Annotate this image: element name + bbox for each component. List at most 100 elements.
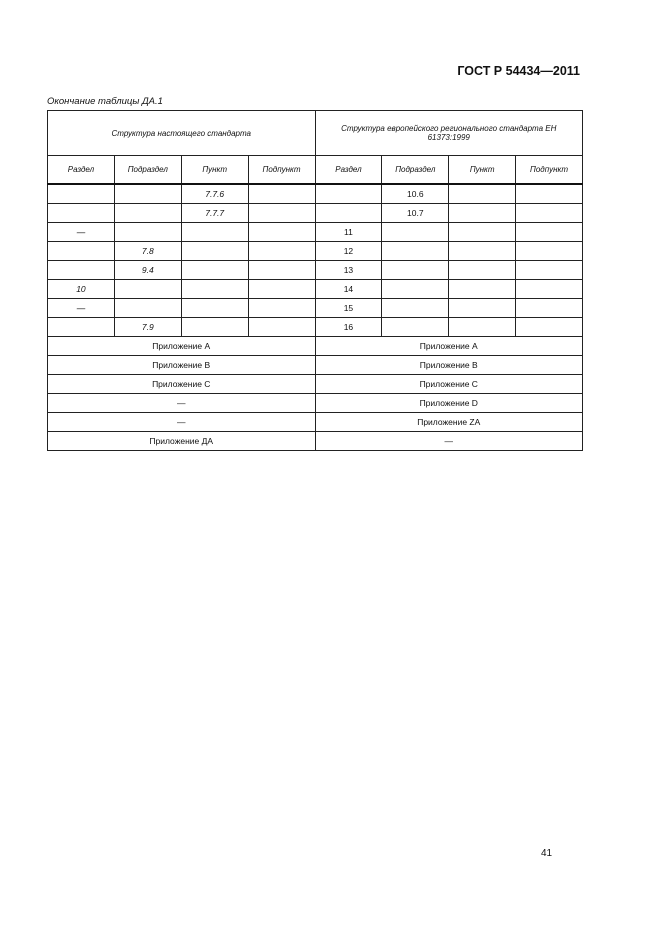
- table-cell: [180, 279, 249, 299]
- table-cell: [113, 183, 182, 204]
- table-cell: [448, 183, 517, 204]
- table-row: — 15: [47, 298, 583, 318]
- table-cell: 16: [314, 317, 383, 337]
- appendix-row: — Приложение ZA: [47, 412, 583, 432]
- table-cell: [448, 222, 517, 242]
- table-cell: [314, 183, 383, 204]
- appendix-cell: Приложение А: [47, 336, 316, 356]
- table-cell: [247, 241, 316, 261]
- appendix-cell: —: [47, 393, 316, 413]
- table-cell: [113, 222, 182, 242]
- appendix-cell: Приложение В: [47, 355, 316, 375]
- group-header-row: Структура настоящего стандарта Структура…: [47, 110, 583, 156]
- table-cell: [381, 298, 450, 318]
- table-cell: 11: [314, 222, 383, 242]
- table-cell: [515, 241, 583, 261]
- table-cell: [247, 279, 316, 299]
- table-cell: [180, 298, 249, 318]
- table-cell: [113, 203, 182, 223]
- table-cell: 10: [47, 279, 115, 299]
- table-cell: [448, 279, 517, 299]
- column-header: Подраздел: [381, 155, 450, 185]
- table-cell: [515, 298, 583, 318]
- table-row: 9.4 13: [47, 260, 583, 280]
- table-cell: [247, 203, 316, 223]
- table-cell: [247, 222, 316, 242]
- table-caption: Окончание таблицы ДА.1: [47, 96, 163, 107]
- table-cell: [314, 203, 383, 223]
- appendix-cell: Приложение В: [314, 355, 583, 375]
- table-cell: [47, 241, 115, 261]
- column-header-row: Раздел Подраздел Пункт Подпункт Раздел Подраз…: [47, 155, 583, 185]
- table-cell: [515, 260, 583, 280]
- table-row: 7.7.7 10.7: [47, 203, 583, 223]
- column-header: Пункт: [448, 155, 517, 185]
- table-row: 7.9 16: [47, 317, 583, 337]
- appendix-row: Приложение А Приложение А: [47, 336, 583, 356]
- appendix-cell: Приложение С: [47, 374, 316, 394]
- table-cell: 9.4: [113, 260, 182, 280]
- table-cell: [381, 241, 450, 261]
- appendix-row: — Приложение D: [47, 393, 583, 413]
- table-cell: [247, 317, 316, 337]
- table-cell: [381, 222, 450, 242]
- table-row: 7.8 12: [47, 241, 583, 261]
- appendix-cell: —: [47, 412, 316, 432]
- table-cell: 13: [314, 260, 383, 280]
- appendix-row: Приложение В Приложение В: [47, 355, 583, 375]
- table-cell: [180, 260, 249, 280]
- group-header-current: Структура настоящего стандарта: [47, 110, 316, 156]
- table-cell: [448, 317, 517, 337]
- table-cell: [113, 279, 182, 299]
- table-cell: [47, 183, 115, 204]
- appendix-cell: —: [314, 431, 583, 451]
- table-cell: 10.7: [381, 203, 450, 223]
- table-cell: 7.8: [113, 241, 182, 261]
- table-cell: [381, 317, 450, 337]
- page-number: 41: [541, 848, 553, 859]
- table-cell: [47, 260, 115, 280]
- table-cell: 7.9: [113, 317, 182, 337]
- table-cell: [448, 203, 517, 223]
- table-cell: [515, 222, 583, 242]
- correspondence-table: Структура настоящего стандарта Структура…: [47, 110, 583, 451]
- group-header-european: Структура европейского регионального ста…: [314, 110, 583, 156]
- table-row: 7.7.6 10.6: [47, 183, 583, 204]
- table-row: 10 14: [47, 279, 583, 299]
- table-cell: [515, 183, 583, 204]
- table-cell: [47, 203, 115, 223]
- table-cell: [448, 241, 517, 261]
- column-header: Подпункт: [247, 155, 316, 185]
- column-header: Раздел: [47, 155, 115, 185]
- appendix-cell: Приложение С: [314, 374, 583, 394]
- column-header: Подраздел: [113, 155, 182, 185]
- table-cell: 12: [314, 241, 383, 261]
- table-cell: [515, 279, 583, 299]
- table-cell: [448, 260, 517, 280]
- table-cell: 14: [314, 279, 383, 299]
- table-cell: [381, 279, 450, 299]
- table-cell: 10.6: [381, 183, 450, 204]
- column-header: Подпункт: [515, 155, 583, 185]
- table-cell: [515, 203, 583, 223]
- appendix-row: Приложение ДА —: [47, 431, 583, 451]
- table-cell: [180, 317, 249, 337]
- appendix-row: Приложение С Приложение С: [47, 374, 583, 394]
- appendix-cell: Приложение А: [314, 336, 583, 356]
- table-cell: 7.7.7: [180, 203, 249, 223]
- table-cell: [47, 317, 115, 337]
- table-cell: [247, 260, 316, 280]
- table-row: — 11: [47, 222, 583, 242]
- table-cell: [515, 317, 583, 337]
- table-cell: [180, 222, 249, 242]
- table-cell: [247, 183, 316, 204]
- table-cell: [448, 298, 517, 318]
- appendix-cell: Приложение ZA: [314, 412, 583, 432]
- document-title: ГОСТ Р 54434—2011: [457, 64, 580, 78]
- appendix-cell: Приложение ДА: [47, 431, 316, 451]
- column-header: Раздел: [314, 155, 383, 185]
- table-cell: [247, 298, 316, 318]
- table-cell: —: [47, 298, 115, 318]
- column-header: Пункт: [180, 155, 249, 185]
